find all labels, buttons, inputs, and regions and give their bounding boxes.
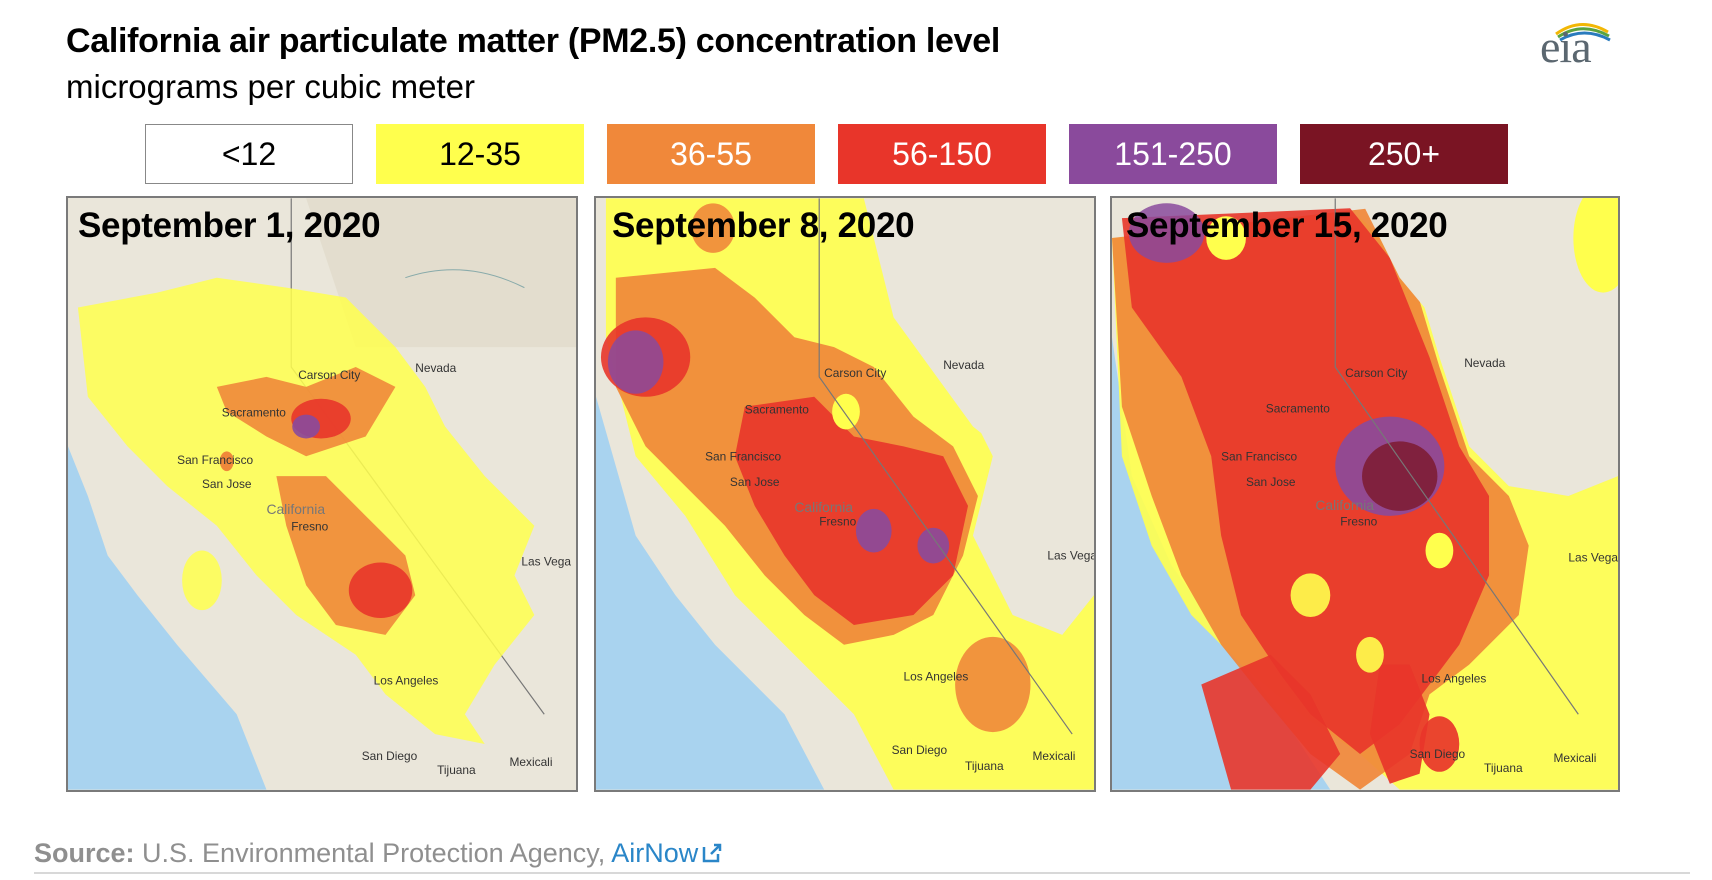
legend-swatch-36-55: 36-55 [607, 124, 815, 184]
airnow-link[interactable]: AirNow [611, 838, 699, 868]
legend-label: 12-35 [439, 135, 521, 172]
map-label-mexicali: Mexicali [1554, 751, 1597, 765]
map-label-carson-city: Carson City [1345, 366, 1407, 380]
map-panel-sep-1: Nevada Carson City Sacramento San Franci… [66, 196, 578, 792]
map-label-mexicali: Mexicali [1032, 749, 1075, 763]
map-label-san-francisco: San Francisco [177, 453, 253, 467]
map-label-tijuana: Tijuana [437, 763, 476, 777]
map-label-california: California [794, 499, 853, 515]
legend-swatch-151-250: 151-250 [1069, 124, 1277, 184]
map-label-california: California [266, 501, 325, 517]
map-label-mexicali: Mexicali [510, 755, 553, 769]
map-label-san-jose: San Jose [730, 475, 780, 489]
map-label-carson-city: Carson City [824, 366, 886, 380]
map-label-sacramento: Sacramento [222, 406, 286, 420]
legend-label: 250+ [1367, 135, 1441, 172]
map-label-san-diego: San Diego [892, 743, 948, 757]
source-label: Source: [34, 838, 135, 868]
legend-swatch-lt12: <12 [145, 124, 353, 184]
pm25-map-sep-1: Nevada Carson City Sacramento San Franci… [68, 198, 576, 790]
map-label-sacramento: Sacramento [745, 403, 809, 417]
map-label-carson-city: Carson City [298, 368, 360, 382]
map-label-nevada: Nevada [943, 358, 984, 372]
footer-divider [34, 872, 1690, 874]
eia-logo-icon [1555, 23, 1611, 42]
map-label-fresno: Fresno [291, 520, 328, 534]
source-text: U.S. Environmental Protection Agency, [134, 838, 612, 868]
map-label-los-angeles: Los Angeles [904, 670, 969, 684]
eia-logo-text: eia [1540, 21, 1592, 72]
eia-logo[interactable]: eia [1536, 8, 1616, 78]
map-label-fresno: Fresno [819, 515, 856, 529]
map-label-nevada: Nevada [415, 361, 456, 375]
map-label-nevada: Nevada [1464, 356, 1505, 370]
map-label-sacramento: Sacramento [1266, 402, 1330, 416]
map-label-san-diego: San Diego [362, 749, 418, 763]
legend-label: 56-150 [892, 135, 992, 172]
map-label-san-francisco: San Francisco [705, 449, 781, 463]
map-label-san-jose: San Jose [1246, 475, 1296, 489]
source-line: Source: U.S. Environmental Protection Ag… [34, 838, 723, 869]
map-label-los-angeles: Los Angeles [1422, 672, 1487, 686]
map-label-tijuana: Tijuana [965, 759, 1004, 773]
legend-label: <12 [221, 135, 277, 172]
external-link-icon[interactable] [701, 842, 723, 864]
map-label-california: California [1315, 497, 1374, 513]
map-label-los-angeles: Los Angeles [374, 674, 439, 688]
pm25-map-sep-15: Nevada Carson City Sacramento San Franci… [1112, 198, 1618, 790]
map-panel-sep-8: Nevada Carson City Sacramento San Franci… [594, 196, 1096, 792]
map-label-san-francisco: San Francisco [1221, 449, 1297, 463]
chart-title: California air particulate matter (PM2.5… [66, 22, 1000, 60]
legend-label: 36-55 [670, 135, 752, 172]
legend-label: 151-250 [1114, 135, 1232, 172]
legend-swatch-56-150: 56-150 [838, 124, 1046, 184]
map-label-las-vegas: Las Vega [521, 554, 571, 568]
panel-date-sep-15: September 15, 2020 [1126, 206, 1448, 245]
map-label-las-vegas: Las Vega [1047, 548, 1094, 562]
map-label-san-diego: San Diego [1410, 747, 1466, 761]
legend-swatch-250plus: 250+ [1300, 124, 1508, 184]
map-label-las-vegas: Las Vega [1568, 550, 1618, 564]
chart-subtitle: micrograms per cubic meter [66, 68, 475, 105]
map-label-tijuana: Tijuana [1484, 761, 1523, 775]
legend-swatch-12-35: 12-35 [376, 124, 584, 184]
panel-date-sep-8: September 8, 2020 [612, 206, 915, 245]
map-label-san-jose: San Jose [202, 477, 252, 491]
map-label-fresno: Fresno [1340, 515, 1377, 529]
panel-date-sep-1: September 1, 2020 [78, 206, 381, 245]
map-panel-sep-15: Nevada Carson City Sacramento San Franci… [1110, 196, 1620, 792]
pm25-map-sep-8: Nevada Carson City Sacramento San Franci… [596, 198, 1094, 790]
